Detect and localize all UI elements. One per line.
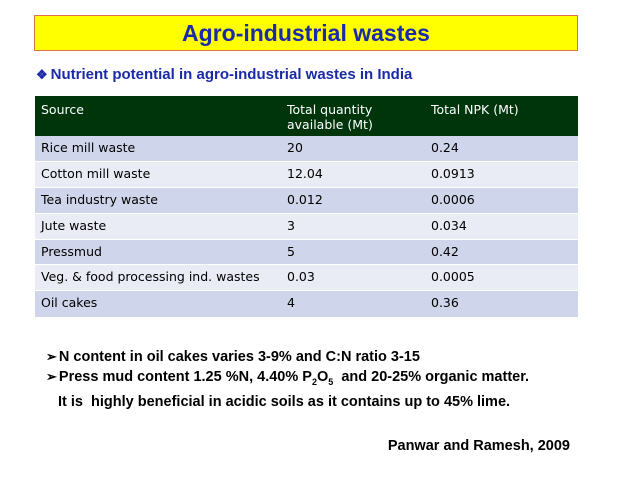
subscript: 2 — [311, 376, 317, 387]
arrow-bullet-icon: ➢ — [46, 369, 57, 384]
note-text-part: Press mud content 1.25 %N, 4.40% P — [58, 369, 312, 385]
note-text: Press mud content 1.25 %N, 4.40% P2O5 an… — [59, 367, 529, 392]
subscript: 5 — [328, 376, 334, 387]
subtitle-text: Nutrient potential in agro-industrial wa… — [50, 66, 413, 83]
cell-npk: 0.034 — [425, 212, 578, 240]
header-source: Source — [35, 96, 281, 136]
cell-quantity: 4 — [281, 290, 425, 317]
header-total-npk: Total NPK (Mt) — [425, 96, 578, 136]
cell-quantity: 12.04 — [281, 161, 425, 188]
cell-quantity: 0.03 — [281, 264, 425, 291]
note-press-mud: ➢ Press mud content 1.25 %N, 4.40% P2O5 … — [46, 367, 529, 392]
table-row: Oil cakes 4 0.36 — [35, 290, 578, 317]
table-row: Cotton mill waste 12.04 0.0913 — [35, 161, 578, 188]
note-lime: It is highly beneficial in acidic soils … — [46, 392, 529, 412]
cell-source: Tea industry waste — [35, 187, 281, 214]
cell-npk: 0.0913 — [425, 161, 578, 188]
header-total-quantity: Total quantity available (Mt) — [281, 96, 425, 136]
cell-npk: 0.36 — [425, 290, 578, 317]
table-row: Rice mill waste 20 0.24 — [35, 136, 578, 162]
subtitle: ❖ Nutrient potential in agro-industrial … — [36, 66, 412, 83]
cell-source: Pressmud — [35, 238, 281, 265]
table-row: Tea industry waste 0.012 0.0006 — [35, 187, 578, 214]
note-text: N content in oil cakes varies 3-9% and C… — [58, 349, 420, 365]
cell-quantity: 3 — [281, 212, 425, 240]
table-row: Jute waste 3 0.034 — [35, 212, 578, 240]
npk-table: Source Total quantity available (Mt) Tot… — [35, 96, 578, 317]
note-text-part: and 20-25% organic matter. — [333, 369, 530, 385]
citation: Panwar and Ramesh, 2009 — [387, 438, 570, 454]
note-text: It is highly beneficial in acidic soils … — [58, 393, 511, 410]
table-row: Veg. & food processing ind. wastes 0.03 … — [35, 264, 578, 291]
cell-quantity: 0.012 — [281, 187, 425, 214]
cell-npk: 0.24 — [425, 136, 578, 162]
cell-source: Rice mill waste — [35, 136, 281, 162]
cell-source: Veg. & food processing ind. wastes — [35, 264, 281, 291]
note-text-part: O — [316, 369, 329, 385]
cell-source: Cotton mill waste — [35, 161, 281, 188]
cell-npk: 0.0006 — [425, 187, 578, 214]
cell-quantity: 20 — [281, 136, 425, 162]
notes: ➢ N content in oil cakes varies 3-9% and… — [46, 347, 529, 412]
table-row: Pressmud 5 0.42 — [35, 238, 578, 265]
cell-npk: 0.42 — [425, 238, 578, 265]
arrow-bullet-icon: ➢ — [46, 349, 57, 364]
cell-quantity: 5 — [281, 238, 425, 265]
cell-source: Jute waste — [35, 212, 281, 240]
note-oil-cakes: ➢ N content in oil cakes varies 3-9% and… — [46, 347, 529, 367]
cell-npk: 0.0005 — [425, 264, 578, 291]
table-header-row: Source Total quantity available (Mt) Tot… — [35, 96, 578, 136]
cell-source: Oil cakes — [35, 290, 281, 317]
diamond-bullet-icon: ❖ — [36, 66, 48, 82]
title-box: Agro-industrial wastes — [34, 15, 578, 51]
page-title: Agro-industrial wastes — [182, 19, 430, 46]
